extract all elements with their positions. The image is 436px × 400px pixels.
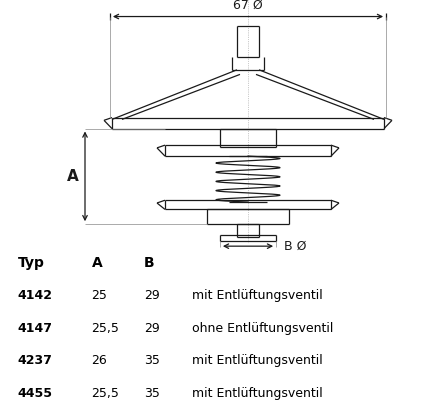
Text: mit Entlüftungsventil: mit Entlüftungsventil (192, 289, 323, 302)
Text: mit Entlüftungsventil: mit Entlüftungsventil (192, 387, 323, 400)
Text: ohne Entlüftungsventil: ohne Entlüftungsventil (192, 322, 333, 334)
Text: 35: 35 (144, 387, 160, 400)
Text: 4142: 4142 (17, 289, 52, 302)
Text: mit Entlüftungsventil: mit Entlüftungsventil (192, 354, 323, 367)
Text: 67 Ø: 67 Ø (233, 0, 263, 12)
Text: 26: 26 (92, 354, 107, 367)
Text: 4237: 4237 (17, 354, 52, 367)
Text: 29: 29 (144, 289, 160, 302)
Text: 4455: 4455 (17, 387, 52, 400)
Text: 29: 29 (144, 322, 160, 334)
Text: 35: 35 (144, 354, 160, 367)
Text: B: B (144, 256, 154, 270)
Text: 4147: 4147 (17, 322, 52, 334)
Text: A: A (92, 256, 102, 270)
Text: A: A (67, 169, 79, 184)
Text: 25,5: 25,5 (92, 387, 119, 400)
Text: 25,5: 25,5 (92, 322, 119, 334)
Text: 25: 25 (92, 289, 107, 302)
Text: Typ: Typ (17, 256, 44, 270)
Text: B Ø: B Ø (284, 240, 307, 253)
